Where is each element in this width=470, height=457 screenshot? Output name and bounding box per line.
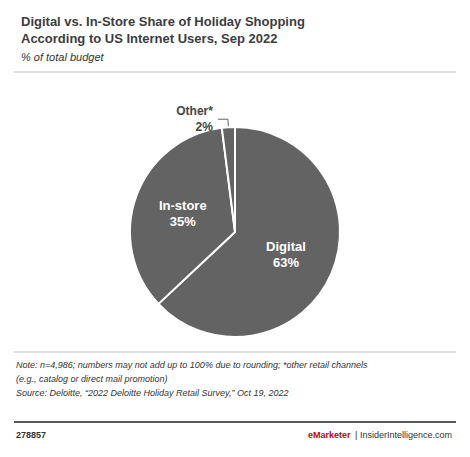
svg-text:2%: 2% (196, 120, 214, 134)
svg-text:Digital: Digital (266, 239, 306, 254)
svg-text:(e.g., catalog or direct mail: (e.g., catalog or direct mail promotion) (16, 374, 168, 384)
svg-text:35%: 35% (170, 214, 196, 229)
svg-text:278857: 278857 (16, 430, 46, 440)
svg-text:Digital vs. In-Store Share of: Digital vs. In-Store Share of Holiday Sh… (21, 14, 305, 29)
svg-text:Source: Deloitte, “2022 Deloit: Source: Deloitte, “2022 Deloitte Holiday… (16, 388, 288, 398)
svg-text:According to US Internet Users: According to US Internet Users, Sep 2022 (21, 31, 277, 46)
svg-text:| InsiderIntelligence.com: | InsiderIntelligence.com (353, 430, 452, 440)
svg-text:63%: 63% (273, 255, 299, 270)
svg-text:In-store: In-store (159, 198, 207, 213)
svg-text:Other*: Other* (176, 104, 213, 118)
svg-text:Note: n=4,986; numbers may not: Note: n=4,986; numbers may not add up to… (16, 360, 368, 370)
svg-text:% of total budget: % of total budget (21, 51, 105, 63)
svg-text:eMarketer: eMarketer (308, 430, 351, 440)
